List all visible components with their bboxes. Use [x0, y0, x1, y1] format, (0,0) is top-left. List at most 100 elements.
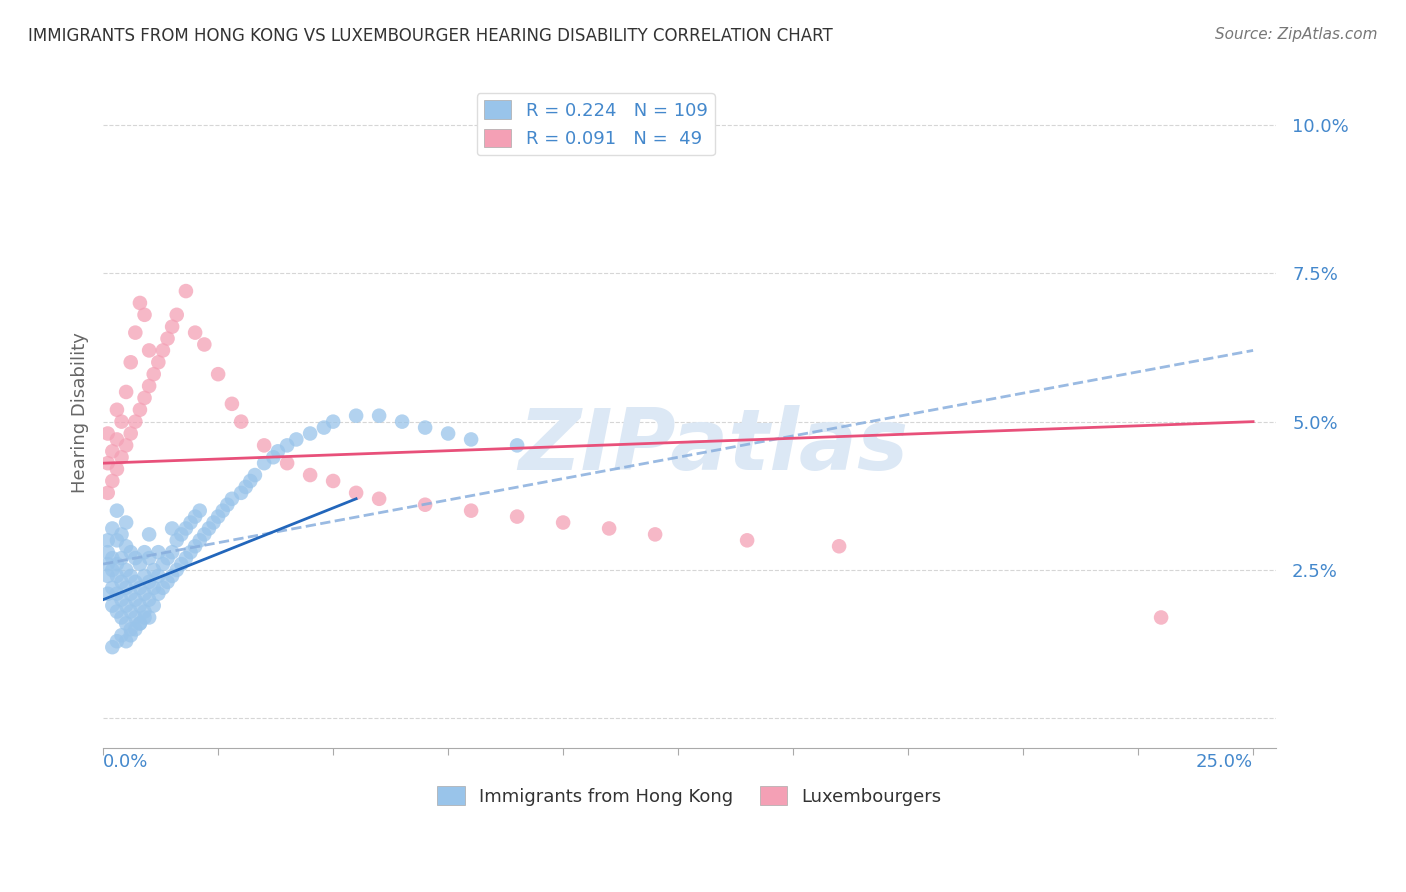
- Point: [120, 628, 142, 642]
- Point: [110, 450, 132, 465]
- Point: [138, 551, 160, 566]
- Text: Source: ZipAtlas.com: Source: ZipAtlas.com: [1215, 27, 1378, 42]
- Point: [148, 545, 170, 559]
- Point: [105, 462, 128, 476]
- Point: [115, 539, 138, 553]
- Point: [124, 592, 146, 607]
- Point: [413, 498, 436, 512]
- Point: [138, 610, 160, 624]
- Point: [506, 438, 529, 452]
- Point: [285, 433, 308, 447]
- Point: [152, 557, 174, 571]
- Point: [97, 545, 120, 559]
- Point: [115, 516, 138, 530]
- Point: [142, 599, 165, 613]
- Point: [120, 587, 142, 601]
- Point: [115, 384, 138, 399]
- Point: [188, 503, 211, 517]
- Point: [129, 581, 152, 595]
- Point: [129, 296, 152, 310]
- Point: [188, 533, 211, 548]
- Point: [115, 438, 138, 452]
- Point: [598, 521, 620, 535]
- Point: [235, 480, 257, 494]
- Point: [299, 426, 322, 441]
- Point: [180, 516, 202, 530]
- Point: [120, 545, 142, 559]
- Point: [644, 527, 666, 541]
- Point: [97, 587, 120, 601]
- Legend: Immigrants from Hong Kong, Luxembourgers: Immigrants from Hong Kong, Luxembourgers: [430, 779, 949, 813]
- Point: [124, 623, 146, 637]
- Point: [174, 284, 197, 298]
- Point: [110, 628, 132, 642]
- Point: [148, 355, 170, 369]
- Point: [101, 563, 124, 577]
- Point: [166, 533, 188, 548]
- Point: [105, 569, 128, 583]
- Point: [243, 468, 266, 483]
- Point: [460, 433, 482, 447]
- Point: [97, 557, 120, 571]
- Point: [101, 444, 124, 458]
- Point: [262, 450, 284, 465]
- Point: [110, 551, 132, 566]
- Point: [437, 426, 460, 441]
- Point: [97, 533, 120, 548]
- Point: [193, 527, 215, 541]
- Point: [129, 402, 152, 417]
- Point: [101, 581, 124, 595]
- Point: [156, 574, 179, 589]
- Point: [160, 319, 183, 334]
- Text: IMMIGRANTS FROM HONG KONG VS LUXEMBOURGER HEARING DISABILITY CORRELATION CHART: IMMIGRANTS FROM HONG KONG VS LUXEMBOURGE…: [28, 27, 832, 45]
- Point: [322, 474, 344, 488]
- Point: [134, 545, 156, 559]
- Point: [105, 557, 128, 571]
- Point: [148, 587, 170, 601]
- Point: [460, 503, 482, 517]
- Y-axis label: Hearing Disability: Hearing Disability: [72, 333, 89, 493]
- Point: [105, 433, 128, 447]
- Point: [170, 557, 193, 571]
- Point: [322, 415, 344, 429]
- Point: [828, 539, 851, 553]
- Point: [134, 308, 156, 322]
- Point: [148, 569, 170, 583]
- Point: [152, 581, 174, 595]
- Point: [105, 587, 128, 601]
- Point: [198, 521, 221, 535]
- Point: [120, 355, 142, 369]
- Point: [193, 337, 215, 351]
- Point: [170, 527, 193, 541]
- Point: [120, 569, 142, 583]
- Point: [253, 438, 276, 452]
- Point: [142, 581, 165, 595]
- Point: [105, 503, 128, 517]
- Point: [391, 415, 413, 429]
- Point: [97, 569, 120, 583]
- Point: [134, 605, 156, 619]
- Point: [129, 599, 152, 613]
- Point: [229, 415, 252, 429]
- Text: 25.0%: 25.0%: [1197, 754, 1253, 772]
- Point: [105, 634, 128, 648]
- Point: [101, 640, 124, 655]
- Point: [115, 634, 138, 648]
- Point: [207, 367, 229, 381]
- Point: [134, 610, 156, 624]
- Point: [105, 605, 128, 619]
- Point: [735, 533, 758, 548]
- Point: [115, 616, 138, 631]
- Point: [120, 426, 142, 441]
- Point: [142, 367, 165, 381]
- Point: [124, 551, 146, 566]
- Text: 0.0%: 0.0%: [103, 754, 149, 772]
- Point: [110, 415, 132, 429]
- Point: [110, 527, 132, 541]
- Point: [101, 551, 124, 566]
- Point: [129, 557, 152, 571]
- Point: [120, 605, 142, 619]
- Point: [368, 409, 391, 423]
- Point: [110, 574, 132, 589]
- Point: [105, 402, 128, 417]
